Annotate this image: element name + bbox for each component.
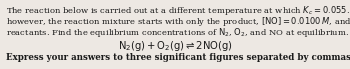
Text: $\mathrm{N_2(g) + O_2(g) \rightleftharpoons 2NO(g)}$: $\mathrm{N_2(g) + O_2(g) \rightleftharpo…: [118, 39, 232, 53]
Text: however, the reaction mixture starts with only the product, $[\mathrm{NO}] = 0.0: however, the reaction mixture starts wit…: [6, 15, 350, 28]
Text: The reaction below is carried out at a different temperature at which $K_c = 0.0: The reaction below is carried out at a d…: [6, 4, 350, 17]
Text: reactants. Find the equilibrium concentrations of $\mathrm{N_2}$, $\mathrm{O_2}$: reactants. Find the equilibrium concentr…: [6, 26, 349, 39]
Text: Express your answers to three significant figures separated by commas.: Express your answers to three significan…: [6, 53, 350, 63]
